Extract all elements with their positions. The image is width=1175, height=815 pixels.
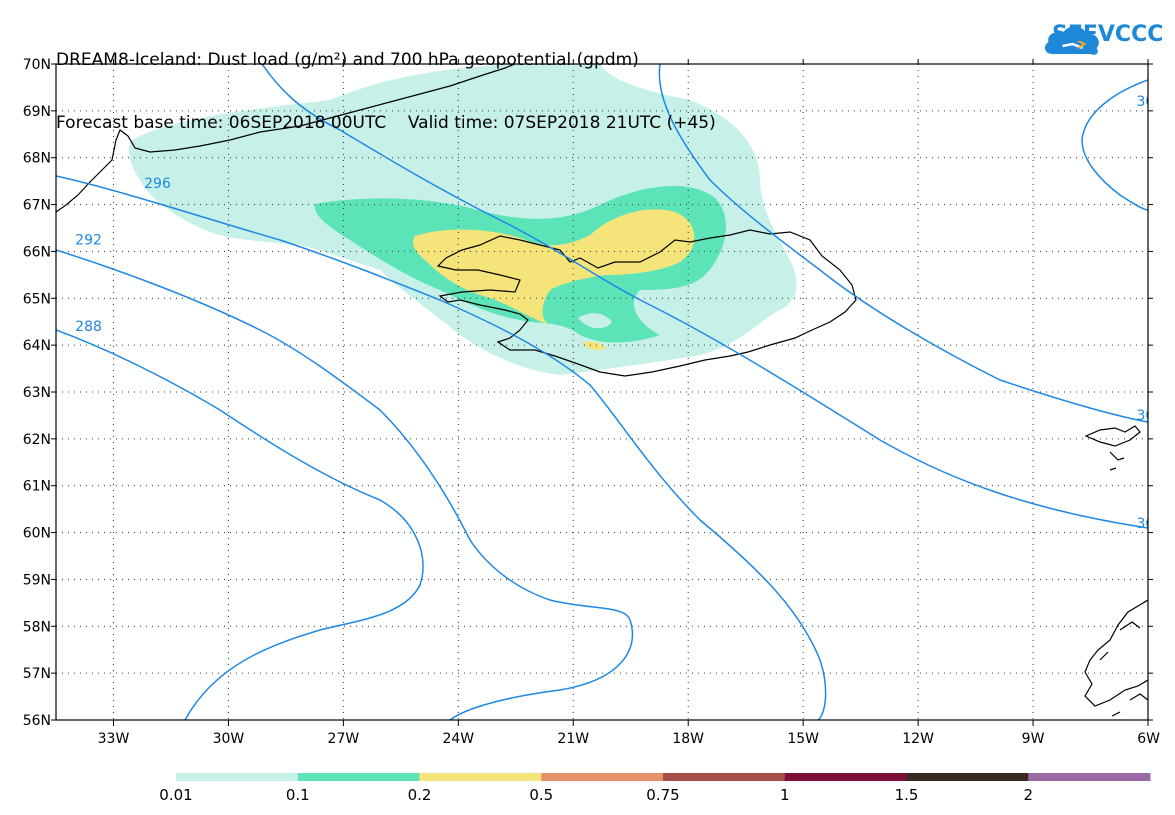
lon-tick-label: 6W [1137, 731, 1160, 747]
map-gridlines [56, 64, 1148, 720]
dust-region-high [413, 209, 695, 325]
geopotential-contours [56, 64, 1148, 720]
contour-label: 288 [75, 319, 102, 335]
colorbar-swatch [1028, 773, 1151, 781]
contour-label: 30 [1137, 516, 1155, 532]
colorbar-label: 0.01 [159, 786, 193, 804]
colorbar-swatch [784, 773, 907, 781]
contour-300b [658, 64, 1148, 423]
logo-text: SEEVCCC [1052, 22, 1164, 47]
lat-tick-label: 62N [23, 432, 51, 448]
colorbar-swatch [906, 773, 1029, 781]
contour-300a [261, 64, 1148, 529]
colorbar-swatch [663, 773, 786, 781]
lat-tick-label: 61N [23, 479, 51, 495]
coastlines [56, 64, 1148, 717]
lat-tick-label: 58N [23, 619, 51, 635]
colorbar-label: 1.5 [894, 786, 919, 804]
lon-tick-label: 33W [98, 731, 130, 747]
lon-tick-label: 18W [672, 731, 704, 747]
contour-296 [56, 175, 827, 720]
scotland-coast [1084, 599, 1148, 707]
colorbar-swatch [419, 773, 542, 781]
lat-tick-label: 65N [23, 291, 51, 307]
lat-tick-label: 63N [23, 385, 51, 401]
lat-tick-label: 59N [23, 572, 51, 588]
contour-292 [56, 249, 634, 720]
colorbar-swatch [176, 773, 299, 781]
colorbar-swatch [297, 773, 420, 781]
lat-tick-label: 68N [23, 151, 51, 167]
lat-tick-label: 56N [23, 713, 51, 729]
lat-tick-label: 66N [23, 244, 51, 260]
contour-labels: 296 292 288 30 30 30 [75, 94, 1155, 532]
lat-tick-label: 57N [23, 666, 51, 682]
contour-label: 30 [1137, 408, 1155, 424]
title-line-2: Forecast base time: 06SEP2018 00UTC Vali… [56, 113, 716, 133]
colorbar [176, 773, 1151, 781]
title-line-1: DREAM8-Iceland: Dust load (g/m²) and 700… [56, 50, 639, 70]
colorbar-label: 2 [1023, 786, 1034, 804]
lat-tick-label: 69N [23, 104, 51, 120]
lon-tick-label: 30W [213, 731, 245, 747]
lon-tick-label: 9W [1022, 731, 1045, 747]
lon-tick-label: 21W [557, 731, 589, 747]
faroe-islands [1084, 425, 1141, 471]
map-title: DREAM8-Iceland: Dust load (g/m²) and 700… [56, 8, 716, 155]
contour-label: 296 [144, 176, 171, 192]
contour-label: 292 [75, 232, 102, 248]
lat-tick-label: 67N [23, 198, 51, 214]
map-axes: 33W 30W 27W 24W 21W 18W 15W 12W 9W 6W 70N 69N 68N 67N… [23, 57, 1160, 747]
map-plot-area: 296 292 288 30 30 30 [56, 64, 1155, 720]
lat-tick-label: 64N [23, 338, 51, 354]
lon-tick-label: 24W [442, 731, 474, 747]
cloud-icon [1045, 26, 1099, 55]
lon-tick-label: 27W [328, 731, 360, 747]
colorbar-label: 0.5 [529, 786, 554, 804]
dust-region-high-small [582, 341, 606, 351]
lat-tick-label: 60N [23, 526, 51, 542]
greenland-coast [56, 64, 516, 213]
contour-304 [1081, 79, 1148, 211]
scotland-islands [1099, 621, 1148, 717]
colorbar-label: 0.75 [646, 786, 680, 804]
lon-tick-label: 15W [787, 731, 819, 747]
colorbar-swatch [541, 773, 664, 781]
dust-region-light-inner [578, 313, 612, 329]
iceland-coast [436, 229, 857, 377]
colorbar-label: 1 [779, 786, 790, 804]
contour-288 [56, 329, 424, 720]
colorbar-label: 0.1 [285, 786, 310, 804]
lat-tick-label: 70N [23, 57, 51, 73]
contour-label: 30 [1137, 94, 1155, 110]
colorbar-label: 0.2 [407, 786, 432, 804]
lon-tick-label: 12W [902, 731, 934, 747]
